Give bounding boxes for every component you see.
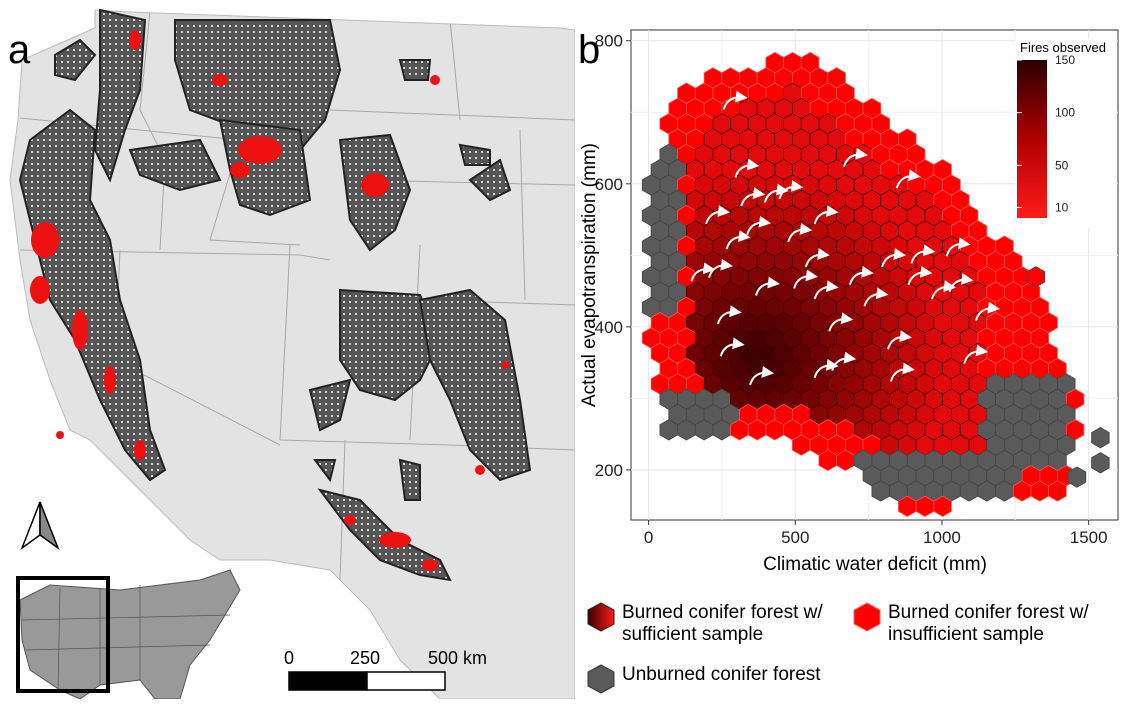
trend-arrow-icon	[690, 262, 716, 282]
legend-item-sufficient: Burned conifer forest w/ sufficient samp…	[586, 602, 823, 646]
x-axis-title: Climatic water deficit (mm)	[763, 554, 987, 575]
trend-arrow-icon	[843, 147, 868, 168]
trend-arrow-icon	[831, 351, 857, 371]
hex-cell-outlier	[1091, 427, 1110, 449]
legend-sufficient-line2: sufficient sample	[622, 624, 764, 645]
panel-b-letter: b	[578, 28, 601, 72]
trend-arrow-icon	[813, 280, 839, 300]
hex-cell-outlier	[1026, 266, 1046, 288]
scale-bar	[288, 671, 446, 691]
trend-arrow-icon	[705, 205, 731, 225]
hexbin-chart: 0 500 1000 1500 200 400 600 800 Fires observed …	[579, 29, 1119, 575]
trend-arrow-icon	[716, 305, 742, 325]
trend-arrow-icon	[740, 187, 766, 207]
fire-areas	[30, 30, 509, 571]
map-panel: a 0 250 500 km	[8, 8, 576, 700]
hex-cell-outlier	[1067, 466, 1087, 488]
hex-cell-outlier	[1091, 452, 1110, 474]
inset-us-map	[16, 569, 241, 700]
trend-arrow-icon	[749, 365, 775, 386]
trend-arrow-icon	[813, 205, 839, 225]
trend-arrows	[690, 90, 1000, 386]
trend-arrow-icon	[813, 358, 839, 379]
trend-arrow-icon	[975, 301, 1000, 321]
trend-arrow-icon	[963, 344, 989, 364]
trend-arrow-icon	[722, 90, 748, 110]
legend-insufficient-line2: insufficient sample	[888, 624, 1044, 645]
hex-cell	[1048, 480, 1067, 502]
colorbar-tick-label: 150	[1055, 53, 1075, 67]
y-tick-label: 800	[595, 32, 623, 51]
x-tick-label: 1500	[1070, 528, 1108, 547]
x-tick-label: 0	[644, 528, 653, 547]
trend-arrow-icon	[746, 215, 772, 236]
trend-arrow-icon	[708, 258, 733, 278]
y-tick-label: 400	[595, 318, 623, 337]
x-tick-label: 500	[781, 528, 809, 547]
north-arrow-icon	[20, 501, 60, 551]
y-tick-label: 200	[595, 461, 623, 480]
trend-arrow-icon	[945, 237, 971, 257]
legend-sufficient-line1: Burned conifer forest w/	[622, 602, 823, 623]
y-tick-label: 600	[595, 175, 623, 194]
legend-swatch-unburned	[587, 664, 615, 694]
trend-arrow-icon	[828, 312, 854, 332]
legend-unburned-label: Unburned conifer forest	[622, 664, 821, 685]
trend-arrow-icon	[895, 169, 921, 189]
western-us-map	[9, 8, 576, 700]
trend-arrow-icon	[719, 337, 745, 357]
colorbar-title: Fires observed	[1020, 40, 1106, 55]
legend-swatch-sufficient	[587, 602, 615, 632]
trend-arrow-icon	[931, 280, 956, 300]
colorbar-ticks: 10 50 100 150	[1017, 53, 1075, 214]
scale-label-0: 0	[284, 648, 295, 668]
trend-arrow-icon	[948, 272, 974, 293]
trend-arrow-icon	[887, 330, 912, 350]
trend-arrow-icon	[725, 230, 751, 250]
colorbar-gradient	[1017, 60, 1047, 218]
scale-label-250: 250	[350, 648, 381, 668]
land-base	[9, 9, 576, 700]
trend-arrow-icon	[793, 269, 819, 289]
panel-a-letter: a	[8, 28, 31, 72]
trend-arrow-icon	[889, 362, 915, 382]
colorbar: Fires observed 10 50 100 150	[1015, 38, 1115, 228]
trend-arrow-icon	[910, 244, 936, 264]
trend-arrow-icon	[863, 287, 889, 307]
legend-item-insufficient: Burned conifer forest w/ insufficient sa…	[852, 602, 1089, 646]
scale-label-500: 500 km	[428, 648, 488, 668]
colorbar-tick-label: 100	[1055, 106, 1075, 120]
trend-arrow-icon	[763, 183, 789, 203]
legend-item-unburned: Unburned conifer forest	[586, 664, 821, 694]
colorbar-tick-label: 10	[1055, 200, 1069, 214]
hex-cells	[641, 51, 1110, 517]
conifer-forest-areas	[18, 8, 532, 582]
hex-cell	[933, 495, 952, 517]
inset-extent-box	[16, 576, 110, 693]
legend-insufficient-line1: Burned conifer forest w/	[888, 602, 1089, 623]
trend-arrow-icon	[787, 222, 813, 243]
trend-arrow-icon	[734, 158, 760, 178]
trend-arrow-icon	[907, 265, 933, 286]
trend-arrow-icon	[881, 247, 907, 268]
axes: 0 500 1000 1500 200 400 600 800	[595, 32, 1108, 547]
trend-arrow-icon	[804, 247, 830, 268]
legend-swatch-insufficient	[853, 602, 881, 632]
trend-arrow-icon	[848, 265, 874, 286]
trend-arrow-icon	[754, 276, 780, 296]
colorbar-tick-label: 50	[1055, 158, 1069, 172]
y-axis-title: Actual evapotranspiration (mm)	[579, 143, 600, 407]
x-tick-label: 1000	[923, 528, 961, 547]
